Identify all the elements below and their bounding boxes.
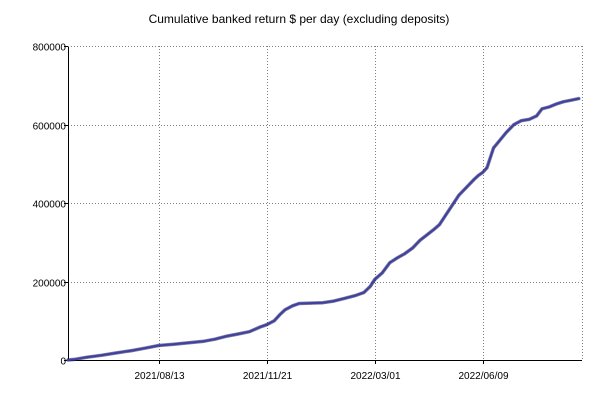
data-point [498,139,501,142]
data-point [310,302,312,305]
data-point [381,271,384,274]
axes [64,46,583,364]
data-point [373,278,376,281]
y-tick-label: 0 [60,357,66,368]
data-point [388,261,391,264]
data-point [562,100,565,103]
data-point [187,341,190,344]
data-point [278,313,281,316]
data-point [85,356,88,359]
data-point [492,147,495,149]
data-point [236,333,239,336]
data-point [115,351,118,354]
data-point [513,123,515,126]
data-point [433,228,436,231]
tick-labels: 0 200000 400000 600000 800000 2021/08/13 2021/… [33,43,509,383]
data-point [457,194,460,197]
data-point [577,97,580,100]
y-tick-label: 400000 [33,200,67,211]
data-point [541,107,543,110]
data-point [74,358,77,361]
series-line [67,97,580,361]
data-point [67,359,69,361]
data-point [486,166,488,169]
data-point [444,213,447,216]
data-point [354,294,357,297]
data-point [465,186,468,189]
data-point [224,335,227,338]
data-point [548,105,551,108]
data-point [332,300,335,303]
data-point [369,285,372,288]
grid-lines [68,46,582,360]
data-point [298,302,301,305]
chart-title: Cumulative banked return $ per day (excl… [149,12,450,26]
data-point [426,233,429,236]
data-point [291,304,294,307]
x-tick-label: 2022/06/09 [458,371,508,382]
data-point [528,118,531,121]
data-point [213,338,216,341]
data-point [343,297,346,300]
y-tick-label: 600000 [33,122,67,133]
data-point [481,171,484,174]
y-tick-label: 800000 [33,43,67,54]
x-tick-label: 2021/08/13 [134,371,184,382]
data-point [362,291,365,294]
data-point [451,204,454,206]
data-point [477,174,480,177]
data-point [473,178,475,181]
x-tick-label: 2022/03/01 [350,371,400,382]
data-point [419,239,421,242]
data-point [130,349,133,352]
data-point [265,323,268,326]
y-tick-label: 200000 [33,279,67,290]
data-point [520,119,523,122]
data-point [259,326,262,328]
series-layer [66,96,581,362]
data-point [273,319,276,322]
data-point [284,308,286,311]
data-point [535,114,538,117]
data-point [145,346,148,349]
data-point [203,340,206,343]
data-point [248,330,251,333]
data-point [403,252,406,255]
data-point [396,256,399,259]
data-point [570,99,573,102]
data-point [172,343,175,346]
data-point [555,103,558,106]
data-point [505,131,508,134]
data-point [411,247,414,250]
data-point [100,354,103,357]
data-point [321,301,324,304]
x-tick-label: 2021/11/21 [243,371,293,382]
data-point [438,223,441,226]
data-point [157,344,160,347]
